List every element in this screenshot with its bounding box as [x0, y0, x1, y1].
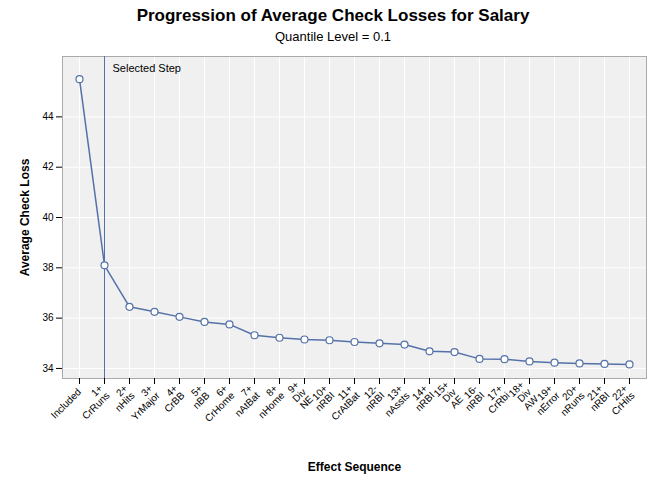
svg-text:5+nBB: 5+nBB [183, 382, 211, 410]
svg-text:16-nRBI: 16-nRBI [456, 383, 487, 414]
svg-text:38: 38 [42, 262, 54, 273]
svg-text:8+nHome: 8+nHome [249, 382, 287, 420]
svg-text:17+CrRbi: 17+CrRbi [479, 383, 512, 416]
svg-text:19+nError: 19+nError [527, 382, 562, 417]
svg-text:44: 44 [42, 111, 54, 122]
svg-text:10+nRBI: 10+nRBI [306, 383, 337, 414]
svg-text:1+CrRuns: 1+CrRuns [73, 383, 112, 422]
svg-text:Selected Step: Selected Step [113, 62, 182, 74]
svg-text:4+CrBB: 4+CrBB [155, 382, 187, 414]
svg-text:22+CrHits: 22+CrHits [602, 383, 637, 418]
svg-text:Effect Sequence: Effect Sequence [308, 460, 402, 474]
svg-text:11+CrAtBat: 11+CrAtBat [322, 383, 362, 423]
svg-text:14+nRBI: 14+nRBI [406, 383, 437, 414]
svg-text:6+CrHome: 6+CrHome [196, 382, 237, 423]
svg-text:20+nRuns: 20+nRuns [551, 383, 586, 418]
svg-text:12-nRBI: 12-nRBI [356, 383, 387, 414]
svg-text:13+nAssts: 13+nAssts [376, 383, 412, 419]
svg-text:34: 34 [42, 363, 54, 374]
svg-text:36: 36 [42, 312, 54, 323]
svg-text:Average Check Loss: Average Check Loss [18, 158, 32, 276]
svg-text:42: 42 [42, 161, 54, 172]
svg-text:3+YrMajor: 3+YrMajor [122, 382, 162, 422]
svg-text:21+nRBI: 21+nRBI [581, 383, 612, 414]
svg-text:2+nHits: 2+nHits [106, 383, 137, 414]
svg-text:Included: Included [49, 386, 84, 421]
svg-text:15+DivAE: 15+DivAE [431, 379, 465, 413]
svg-text:40: 40 [42, 212, 54, 223]
